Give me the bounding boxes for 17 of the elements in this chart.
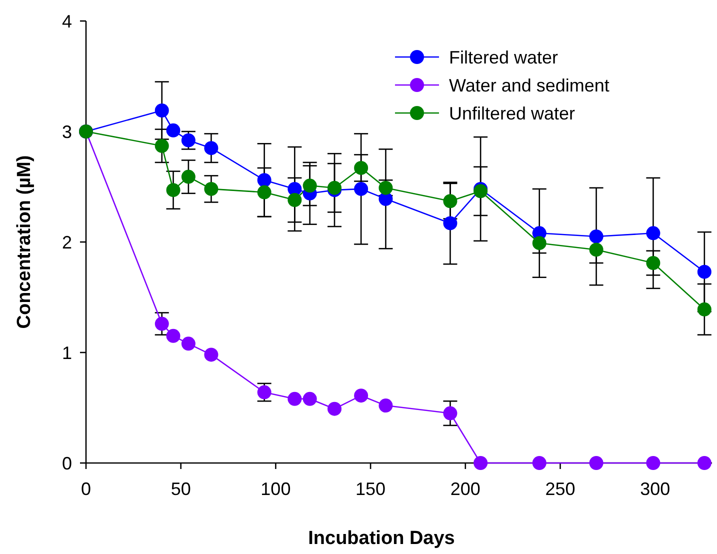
legend-label: Unfiltered water — [449, 103, 576, 124]
x-tick-label: 200 — [450, 479, 480, 499]
x-tick-label: 100 — [260, 479, 291, 499]
y-tick-label: 2 — [62, 232, 72, 252]
x-tick-label: 300 — [640, 479, 670, 499]
x-axis-title: Incubation Days — [308, 528, 455, 549]
y-tick-label: 1 — [62, 342, 72, 363]
x-tick-label: 250 — [545, 479, 576, 499]
x-tick-label: 50 — [170, 479, 191, 499]
legend-label: Water and sediment — [449, 75, 610, 96]
y-tick-label: 0 — [62, 453, 72, 474]
y-tick-label: 3 — [62, 122, 72, 142]
legend-label: Filtered water — [449, 47, 558, 68]
x-tick-label: 0 — [80, 479, 92, 499]
x-tick-label: 150 — [356, 479, 386, 499]
y-tick-label: 4 — [62, 11, 72, 32]
y-axis-title: Concentration (µM) — [14, 155, 35, 329]
